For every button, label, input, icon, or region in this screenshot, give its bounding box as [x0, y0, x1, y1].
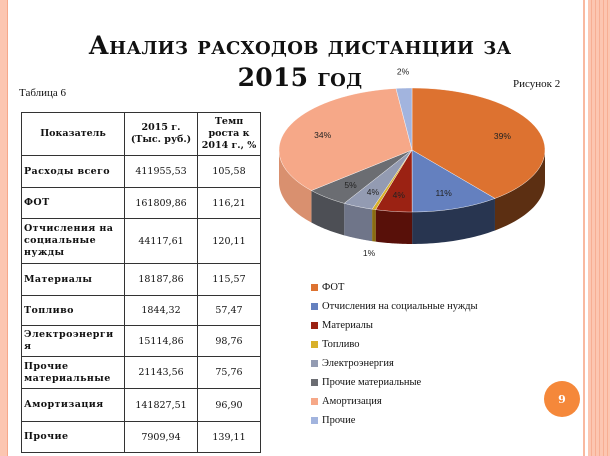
- pie-slice: [278, 88, 413, 191]
- left-border-decoration: [0, 0, 8, 456]
- pie-data-label: 11%: [435, 188, 452, 198]
- pie-slice-side: [279, 150, 312, 223]
- legend-swatch: [311, 398, 318, 405]
- pie-slice-side: [344, 203, 373, 242]
- row-value-2015: 21143,56: [124, 356, 198, 389]
- legend-swatch: [311, 322, 318, 329]
- legend-label: Материалы: [322, 320, 373, 331]
- row-value-2015: 7909,94: [124, 421, 198, 453]
- figure-caption: Рисунок 2: [513, 78, 561, 90]
- pie-slice: [310, 149, 413, 204]
- row-label: ФОТ: [21, 187, 125, 219]
- expenses-table: Показатель 2015 г. (Тыс. руб.) Темп рост…: [21, 112, 261, 453]
- row-value-2015: 18187,86: [124, 263, 198, 296]
- row-growth: 120,11: [197, 218, 261, 264]
- table-caption: Таблица 6: [19, 87, 67, 99]
- legend-swatch: [311, 303, 318, 310]
- table-row: Материалы 18187,86 115,57: [21, 263, 261, 296]
- legend-item: Электроэнергия: [311, 354, 478, 373]
- legend-item: Амортизация: [311, 392, 478, 411]
- table-header-row: Показатель 2015 г. (Тыс. руб.) Темп рост…: [21, 112, 261, 156]
- pie-data-label: 4%: [367, 187, 380, 197]
- title-line-1: Анализ расходов дистанции за: [88, 31, 512, 60]
- pie-slice: [411, 87, 546, 199]
- pie-slice-side: [494, 150, 545, 231]
- pie-data-label: 1%: [363, 248, 376, 258]
- pie-slice: [395, 87, 413, 151]
- table-row: Амортизация 141827,51 96,90: [21, 388, 261, 422]
- row-growth: 57,47: [197, 295, 261, 326]
- title-line-2: 2015 год: [237, 63, 363, 92]
- table-row: Электроэнерги я 15114,86 98,76: [21, 325, 261, 357]
- pie-slice-side: [372, 209, 376, 242]
- legend-label: ФОТ: [322, 282, 345, 293]
- pie-data-label: 2%: [397, 67, 410, 77]
- legend-swatch: [311, 379, 318, 386]
- pie-slice-side: [412, 198, 495, 244]
- legend-label: Амортизация: [322, 396, 382, 407]
- table-row: Топливо 1844,32 57,47: [21, 295, 261, 326]
- row-growth: 105,58: [197, 155, 261, 188]
- chart-legend: ФОТ Отчисления на социальные нужды Материа…: [311, 278, 478, 430]
- row-label: Отчисления на социальные нужды: [21, 218, 125, 264]
- pie-data-label: 5%: [344, 180, 357, 190]
- legend-label: Отчисления на социальные нужды: [322, 301, 478, 312]
- header-growth: Темп роста к 2014 г., %: [197, 112, 261, 156]
- legend-item: Прочие материальные: [311, 373, 478, 392]
- row-growth: 96,90: [197, 388, 261, 422]
- right-border-decoration: [588, 0, 610, 456]
- row-value-2015: 1844,32: [124, 295, 198, 326]
- pie-slice-side: [375, 209, 413, 244]
- row-label: Амортизация: [21, 388, 125, 422]
- legend-swatch: [311, 341, 318, 348]
- table-row: Прочие 7909,94 139,11: [21, 421, 261, 453]
- legend-item: Отчисления на социальные нужды: [311, 297, 478, 316]
- row-growth: 115,57: [197, 263, 261, 296]
- row-growth: 139,11: [197, 421, 261, 453]
- legend-label: Прочие материальные: [322, 377, 422, 388]
- legend-swatch: [311, 284, 318, 291]
- row-value-2015: 161809,86: [124, 187, 198, 219]
- pie-slice: [343, 149, 413, 210]
- legend-label: Топливо: [322, 339, 360, 350]
- legend-label: Электроэнергия: [322, 358, 394, 369]
- pie-slice: [375, 149, 413, 213]
- pie-data-label: 39%: [494, 131, 511, 141]
- pie-data-label: 34%: [314, 130, 331, 140]
- pie-slice: [411, 149, 496, 213]
- page-number-badge: 9: [544, 381, 580, 417]
- legend-swatch: [311, 417, 318, 424]
- row-label: Прочие материальные: [21, 356, 125, 389]
- legend-swatch: [311, 360, 318, 367]
- table-row: Расходы всего 411955,53 105,58: [21, 155, 261, 188]
- pie-data-label: 4%: [393, 190, 406, 200]
- pie-slice-side: [311, 190, 345, 236]
- legend-item: ФОТ: [311, 278, 478, 297]
- table-row: Прочие материальные 21143,56 75,76: [21, 356, 261, 389]
- slide-title: Анализ расходов дистанции за 2015 год: [20, 30, 580, 94]
- legend-label: Прочие: [322, 415, 356, 426]
- legend-item: Материалы: [311, 316, 478, 335]
- table-row: Отчисления на социальные нужды 44117,61 12…: [21, 218, 261, 264]
- table-row: ФОТ 161809,86 116,21: [21, 187, 261, 219]
- legend-item: Топливо: [311, 335, 478, 354]
- row-label: Расходы всего: [21, 155, 125, 188]
- legend-item: Прочие: [311, 411, 478, 430]
- right-border-line: [583, 0, 585, 456]
- row-growth: 116,21: [197, 187, 261, 219]
